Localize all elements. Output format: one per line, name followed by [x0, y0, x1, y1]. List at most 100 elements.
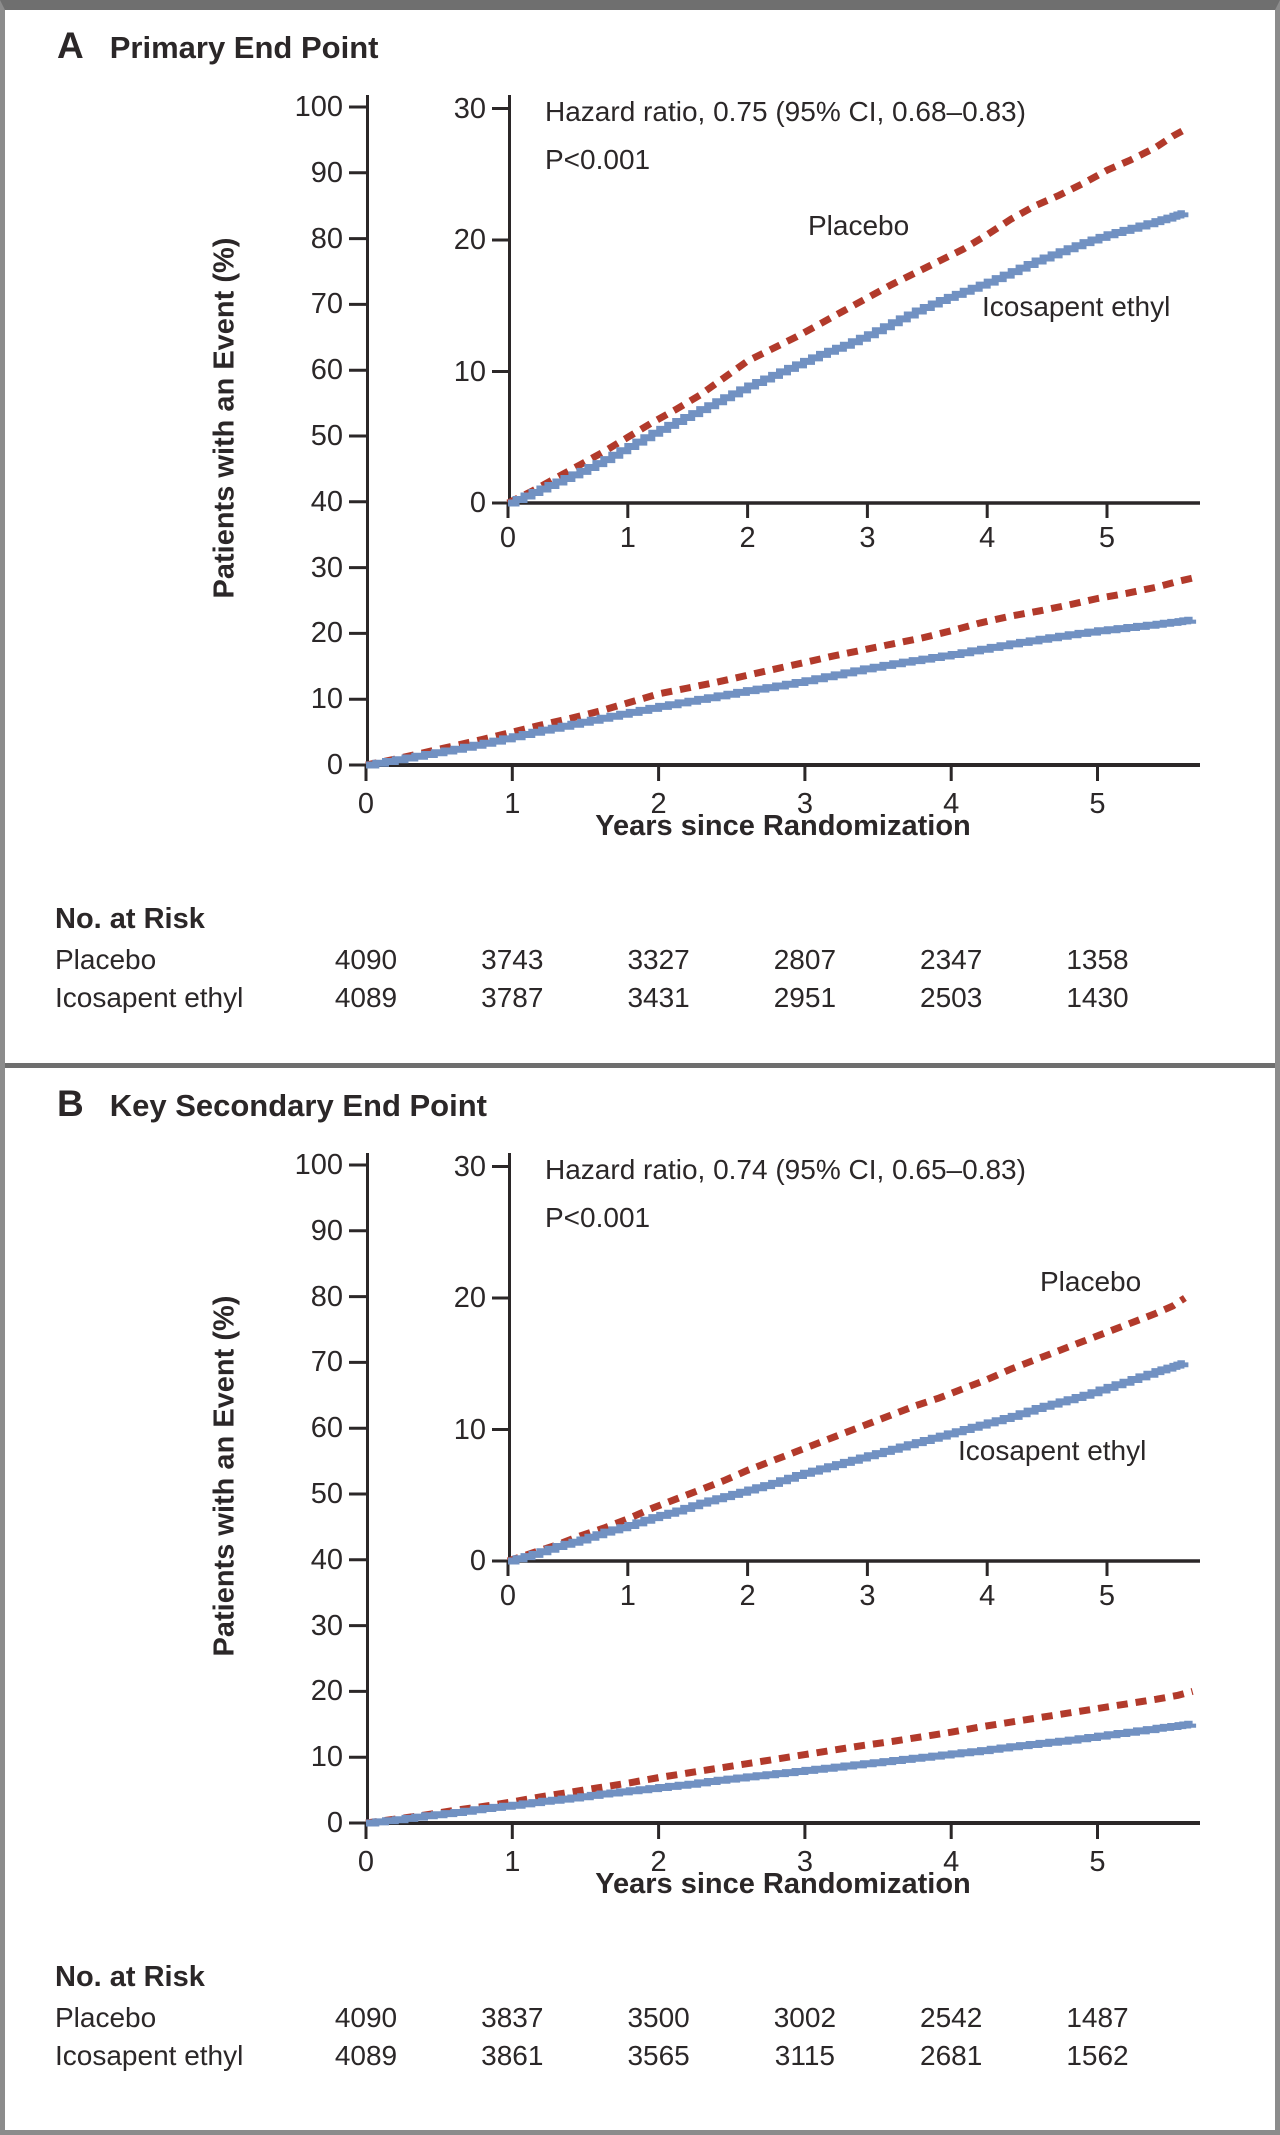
inset-x-tick-label: 0	[499, 522, 517, 554]
panel-b-x-axis-label: Years since Randomization	[595, 1868, 971, 1900]
main-x-tick-label: 2	[650, 788, 667, 820]
panel-a-x-axis-label: Years since Randomization	[595, 810, 971, 842]
risk-count: 3115	[774, 2040, 835, 2071]
panel-a-chart-canvas	[349, 95, 1200, 781]
main-x-tick-label: 1	[504, 788, 521, 820]
risk-count: 2807	[773, 944, 837, 975]
main-y-tick-label: 40	[310, 485, 343, 518]
main-x-tick-label: 3	[796, 788, 813, 820]
main-x-tick-label: 4	[943, 788, 960, 820]
risk-count: 3327	[627, 944, 690, 975]
risk-count: 2542	[920, 2002, 983, 2033]
main-y-tick-label: 20	[310, 1675, 343, 1708]
panel-b-chart-canvas	[349, 1153, 1200, 1839]
main-y-tick-label: 80	[310, 222, 343, 255]
panel-a-hazard-ratio-text: Hazard ratio, 0.75 (95% CI, 0.68–0.83)	[545, 96, 1026, 127]
panel-b-placebo-curve-label: Placebo	[1040, 1266, 1142, 1297]
main-y-tick-label: 80	[310, 1280, 343, 1313]
placebo-curve	[365, 574, 1194, 769]
inset-x-tick-label: 3	[859, 1580, 876, 1612]
risk-count: 3837	[481, 2002, 544, 2033]
main-y-tick-label: 60	[310, 354, 343, 387]
risk-count: 2951	[773, 982, 837, 1013]
panel-a-title-text: Primary End Point	[109, 30, 379, 65]
main-y-tick-label: 40	[310, 1543, 343, 1576]
inset-y-tick-label: 10	[453, 355, 486, 388]
inset-x-tick-label: 0	[499, 1580, 517, 1612]
panel-a-y-axis-label: Patients with an Event (%)	[208, 237, 241, 599]
risk-count: 4090	[334, 944, 398, 975]
risk-row-label: Icosapent ethyl	[55, 2040, 244, 2071]
main-x-tick-label: 4	[943, 1846, 960, 1878]
main-y-tick-label: 90	[310, 1214, 343, 1247]
inset-y-tick-label: 20	[453, 1282, 486, 1314]
panel-b: B Key Secondary End Point Patients with …	[5, 1063, 1275, 2130]
placebo-curve	[506, 1295, 1187, 1565]
panel-b-letter: B	[57, 1083, 84, 1124]
main-y-tick-label: 10	[310, 683, 343, 716]
main-y-tick-label: 10	[310, 1741, 343, 1774]
risk-count: 4090	[334, 2002, 398, 2033]
panel-b-title: B Key Secondary End Point	[57, 1083, 487, 1125]
inset-x-tick-label: 5	[1098, 1580, 1116, 1612]
main-x-tick-label: 0	[357, 788, 375, 820]
main-x-tick-label: 5	[1089, 788, 1106, 820]
main-y-tick-label: 70	[310, 288, 343, 321]
risk-count: 3787	[481, 982, 544, 1013]
panel-a-letter: A	[57, 25, 84, 66]
panel-a-title: A Primary End Point	[57, 25, 378, 67]
panel-b-hazard-ratio-text: Hazard ratio, 0.74 (95% CI, 0.65–0.83)	[545, 1154, 1026, 1185]
panel-b-icosapent-curve-label: Icosapent ethyl	[958, 1435, 1147, 1466]
risk-row-label: Icosapent ethyl	[55, 982, 244, 1013]
icosapent-curve	[508, 1360, 1189, 1565]
panel-b-no-at-risk-heading: No. at Risk	[55, 1961, 205, 1993]
risk-count: 3500	[627, 2002, 690, 2033]
panel-b-title-text: Key Secondary End Point	[109, 1088, 487, 1123]
panel-a-p-value-text: P<0.001	[545, 144, 651, 175]
main-x-tick-label: 0	[357, 1846, 375, 1878]
main-y-tick-label: 0	[326, 1807, 343, 1839]
panel-a-icosapent-curve-label: Icosapent ethyl	[982, 291, 1171, 322]
main-y-tick-label: 30	[310, 551, 343, 584]
risk-count: 3861	[481, 2040, 544, 2071]
main-y-tick-label: 30	[310, 1609, 343, 1642]
icosapent-curve	[366, 1720, 1197, 1827]
inset-y-tick-label: 30	[453, 1150, 486, 1183]
inset-x-tick-label: 4	[979, 1580, 996, 1612]
main-y-tick-label: 70	[310, 1346, 343, 1379]
risk-count: 1562	[1066, 2040, 1129, 2071]
inset-x-tick-label: 3	[859, 522, 876, 554]
panel-b-y-axis-label: Patients with an Event (%)	[208, 1295, 241, 1657]
risk-count: 1487	[1066, 2002, 1129, 2033]
risk-count: 1430	[1066, 982, 1129, 1013]
risk-count: 2681	[920, 2040, 983, 2071]
main-y-tick-label: 0	[326, 749, 343, 781]
icosapent-curve	[508, 210, 1189, 507]
main-y-tick-label: 50	[310, 1478, 343, 1510]
main-y-tick-label: 100	[294, 91, 343, 123]
inset-x-tick-label: 2	[739, 1580, 756, 1612]
panel-a-no-at-risk-heading: No. at Risk	[55, 903, 205, 935]
main-x-tick-label: 1	[504, 1846, 521, 1878]
inset-x-tick-label: 4	[979, 522, 996, 554]
risk-count: 3743	[481, 944, 544, 975]
risk-count: 4089	[334, 2040, 398, 2071]
panel-a: A Primary End Point Patients with an Eve…	[5, 10, 1275, 1063]
risk-count: 2503	[920, 982, 983, 1013]
inset-y-tick-label: 30	[453, 92, 486, 125]
risk-row-label: Placebo	[55, 944, 157, 975]
risk-count: 3431	[627, 982, 690, 1013]
main-y-tick-label: 60	[310, 1412, 343, 1445]
inset-y-tick-label: 0	[469, 1545, 486, 1577]
main-y-tick-label: 100	[294, 1149, 343, 1181]
placebo-curve	[506, 126, 1187, 507]
risk-row-label: Placebo	[55, 2002, 157, 2033]
panel-b-p-value-text: P<0.001	[545, 1202, 651, 1233]
main-y-tick-label: 50	[310, 420, 343, 452]
main-x-tick-label: 3	[796, 1846, 813, 1878]
risk-count: 1358	[1066, 944, 1129, 975]
main-y-tick-label: 20	[310, 617, 343, 650]
inset-x-tick-label: 5	[1098, 522, 1116, 554]
placebo-curve	[365, 1688, 1194, 1827]
